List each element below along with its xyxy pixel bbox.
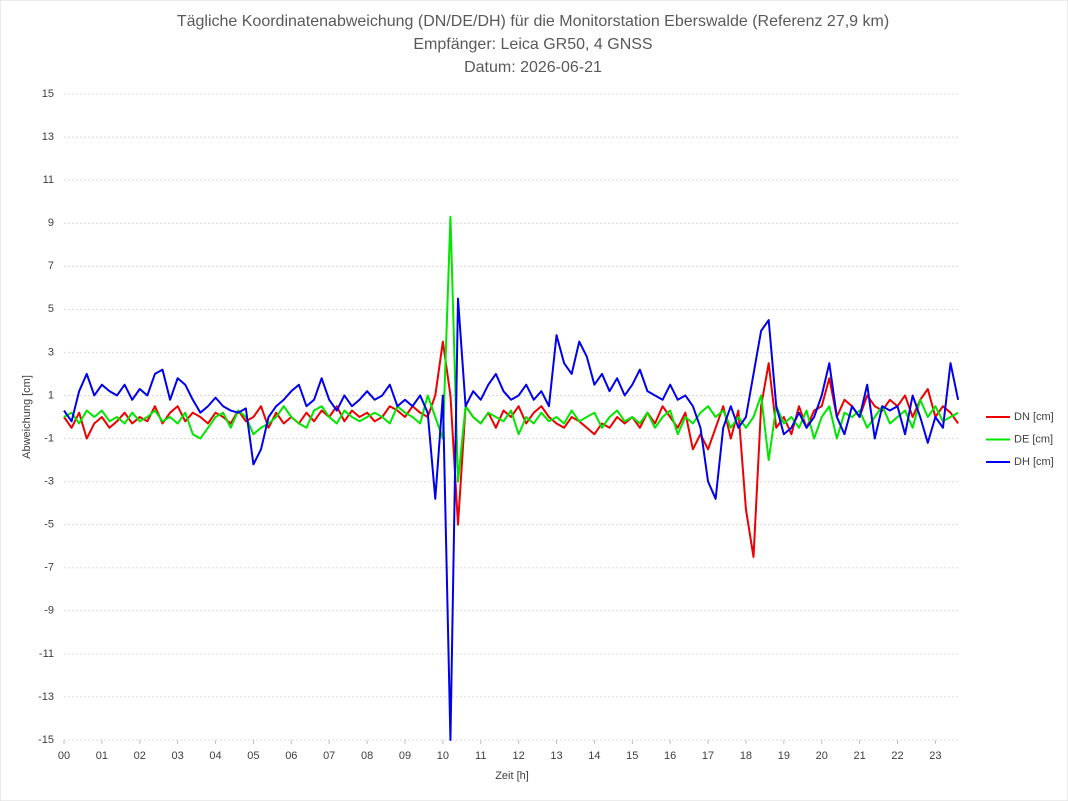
data-line	[63, 297, 960, 741]
y-tick-label: -9	[44, 605, 54, 617]
x-tick-label: 07	[323, 750, 335, 762]
x-tick-label: 04	[209, 750, 221, 762]
x-tick-label: 15	[626, 750, 638, 762]
y-tick-label: 3	[48, 346, 54, 358]
y-tick-label: 1	[48, 389, 54, 401]
y-tick-label: -13	[38, 691, 54, 703]
y-tick-label: -11	[39, 648, 54, 660]
x-tick-label: 12	[513, 750, 525, 762]
y-tick-label: 7	[48, 260, 54, 272]
x-tick-label: 02	[134, 750, 146, 762]
y-tick-label: -5	[44, 519, 54, 531]
x-tick-label: 13	[550, 750, 562, 762]
legend-label: DN [cm]	[1014, 411, 1054, 423]
x-tick-label: 11	[475, 750, 486, 762]
y-tick-label: -7	[44, 562, 54, 574]
x-tick-label: 22	[891, 750, 903, 762]
x-tick-label: 00	[58, 750, 70, 762]
x-tick-label: 03	[172, 750, 184, 762]
legend-label: DH [cm]	[1014, 456, 1054, 468]
y-axis-label: Abweichung [cm]	[21, 375, 33, 459]
x-tick-label: 01	[96, 750, 108, 762]
x-tick-label: 23	[929, 750, 941, 762]
y-tick-label: -15	[38, 734, 54, 746]
x-tick-label: 18	[740, 750, 752, 762]
legend-label: DE [cm]	[1014, 433, 1053, 445]
data-line	[63, 215, 959, 483]
y-tick-label: 5	[48, 303, 54, 315]
x-tick-label: 14	[588, 750, 600, 762]
chart-date: Datum: 2026-06-21	[464, 59, 602, 76]
chart-subtitle: Empfänger: Leica GR50, 4 GNSS	[413, 36, 652, 53]
x-tick-label: 10	[437, 750, 449, 762]
x-axis-label: Zeit [h]	[495, 770, 529, 782]
y-tick-label: -3	[44, 476, 54, 488]
y-tick-label: 15	[42, 88, 54, 100]
x-tick-label: 21	[853, 750, 865, 762]
y-tick-label: -1	[44, 432, 54, 444]
x-tick-label: 08	[361, 750, 373, 762]
chart-title: Tägliche Koordinatenabweichung (DN/DE/DH…	[177, 13, 889, 30]
y-tick-label: 13	[42, 131, 54, 143]
x-tick-label: 16	[664, 750, 676, 762]
y-tick-label: 9	[48, 217, 54, 229]
x-tick-label: 19	[778, 750, 790, 762]
x-tick-label: 17	[702, 750, 714, 762]
x-tick-label: 20	[816, 750, 828, 762]
x-tick-label: 06	[285, 750, 297, 762]
x-tick-label: 05	[247, 750, 259, 762]
y-tick-label: 11	[43, 174, 54, 186]
x-tick-label: 09	[399, 750, 411, 762]
